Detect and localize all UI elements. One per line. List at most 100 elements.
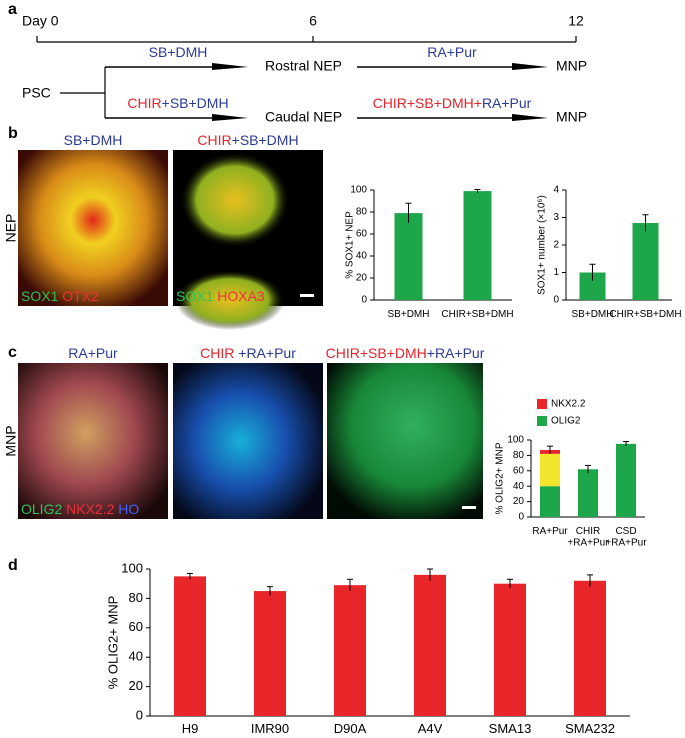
arrow-head [512,63,548,70]
legend-label: NKX2.2 [551,399,586,410]
branch-connector [60,67,106,118]
image-title: CHIR +RA+Pur [200,345,296,361]
text-segment: RA+Pur [427,44,477,60]
text-segment: CHIR+SB+DMH [326,345,427,361]
stain-label: OLIG2 NKX2.2 HO [21,501,139,517]
end-label: MNP [556,58,587,74]
y-tick-label: 2 [553,240,559,251]
y-tick-label: 4 [553,185,559,196]
step-label: SB+DMH [149,44,208,60]
y-tick-label: 1 [553,267,559,278]
micrograph [18,150,168,306]
image-title: SB+DMH [64,132,123,148]
cell-cluster [175,270,285,330]
stain-label: SOX1 OTX2 [21,288,99,304]
error-bar [587,574,593,587]
text-segment: RA+Pur [68,345,118,361]
y-axis-label: SOX1+ number (×10⁶) [537,195,548,295]
error-bar [507,578,513,589]
text-segment: HO [114,501,139,517]
bar-segment [540,453,560,487]
text-segment: +RA+Pur [238,345,296,361]
x-tick-label: SB+DMH [572,309,614,320]
y-tick-label: 0 [518,512,524,523]
micrograph [173,363,323,519]
y-tick-label: 100 [507,435,524,446]
error-bar [623,441,629,447]
bar [394,213,423,300]
y-tick-label: 100 [350,185,367,196]
y-tick-label: 40 [356,251,368,262]
y-tick-label: 60 [513,465,525,476]
timeline-label: 12 [568,13,584,29]
x-tick-label: D90A [334,721,367,736]
y-tick-label: 60 [129,619,143,634]
error-bar [405,202,412,223]
text-segment: CHIR+SB+DMH+ [373,95,482,111]
bar [494,583,526,716]
y-tick-label: 40 [513,481,525,492]
image-title: CHIR+SB+DMH [197,132,298,148]
x-tick-label: RA+Pur [532,526,568,537]
arrow-head [212,114,248,121]
image-title: CHIR+SB+DMH+RA+Pur [326,345,485,361]
bar [174,576,206,716]
y-tick-label: 0 [136,707,143,722]
error-bar [267,586,273,596]
text-segment: SOX1 [21,288,59,304]
error-bar [547,445,553,454]
text-segment: +SB+DMH [232,132,299,148]
error-bar [589,263,596,281]
panel-label: d [8,557,18,574]
stage-label: Caudal NEP [265,109,342,125]
text-segment: OTX2 [58,288,99,304]
y-tick-label: 0 [553,295,559,306]
x-tick-label: CHIR+SB+DMH [609,309,681,320]
step-label: CHIR+SB+DMH [127,95,228,111]
bar [574,580,606,716]
error-bar [427,568,433,581]
text-segment: CHIR [200,345,238,361]
cell-cluster [180,152,290,248]
x-tick-label: SMA13 [489,721,532,736]
bar [334,585,366,716]
x-tick-label: IMR90 [251,721,289,736]
x-tick-label: CHIR+SB+DMH [441,309,513,320]
micrographs [18,150,483,519]
panel-label: b [8,125,18,142]
panel-label: a [8,1,17,18]
timeline-label: Day 0 [22,13,59,29]
text-segment: +SB+DMH [162,95,229,111]
scale-bar [300,294,314,297]
bar [463,191,492,300]
bar [254,591,286,716]
y-tick-label: 80 [129,590,143,605]
y-tick-label: 20 [129,678,143,693]
text-segment: HOXA3 [213,288,265,304]
x-tick-label: A4V [418,721,443,736]
y-axis-label: % SOX1+ NEP [345,211,356,279]
y-tick-label: 0 [361,295,367,306]
x-tick-label: SB+DMH [388,309,430,320]
bar-segment [578,469,598,517]
text-segment: OLIG2 [21,501,62,517]
start-label: PSC [22,85,51,101]
text-segment: CHIR [197,132,231,148]
text-segment: +RA+Pur [427,345,485,361]
error-bar [585,464,591,474]
stain-label: SOX1 HOXA3 [176,288,265,304]
text-segment: RA+Pur [482,95,532,111]
y-tick-label: 3 [553,212,559,223]
stage-label: Rostral NEP [265,58,342,74]
x-tick-label: SMA232 [565,721,615,736]
error-bar [474,188,481,193]
y-axis-label: % OLIG2+ MNP [105,596,120,690]
error-bar [642,214,649,232]
y-tick-label: 80 [513,450,525,461]
x-tick-label: CHIR +RA+Pur [567,526,609,549]
y-tick-label: 20 [513,496,525,507]
error-bar [187,572,193,580]
text-segment: SB+DMH [149,44,208,60]
y-tick-label: 80 [356,207,368,218]
